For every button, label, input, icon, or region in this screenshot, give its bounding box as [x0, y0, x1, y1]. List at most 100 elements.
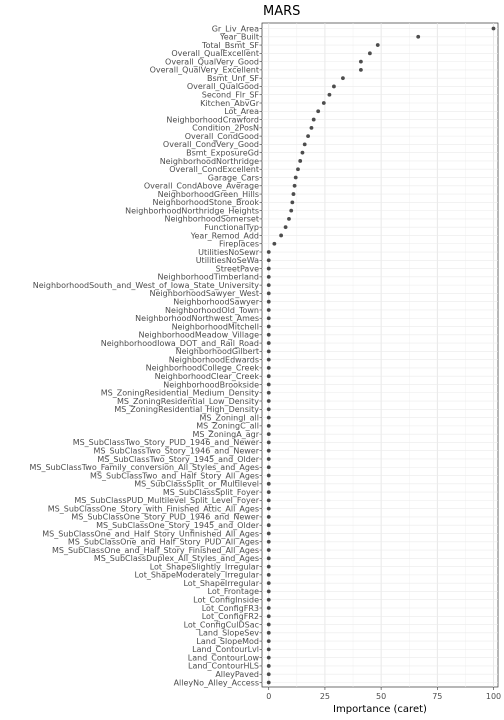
data-point [298, 159, 303, 163]
data-point [321, 101, 326, 105]
y-tick-label: Year_Remod_Add [190, 231, 259, 240]
data-point [491, 26, 496, 31]
data-point [266, 647, 271, 652]
y-tick-label: Land_ContourLow [188, 653, 260, 662]
x-axis-title: Importance (caret) [333, 704, 427, 715]
data-point [300, 150, 305, 155]
chart-title: MARS [263, 4, 300, 19]
y-tick-label: Overall_QualVery_Excellent [150, 66, 259, 75]
data-point [266, 523, 271, 528]
y-tick-label: NeighborhoodBrookside [163, 380, 259, 389]
data-point [266, 457, 271, 461]
y-tick-label: Land_ContourLvl [192, 645, 259, 654]
y-tick-label: NeighborhoodSawyer [173, 297, 260, 306]
y-tick-label: Bsmt_Unf_SF [207, 74, 259, 83]
y-tick-label: FunctionalTyp [204, 223, 259, 232]
y-tick-label: NeighborhoodIowa_DOT_and_Rail_Road [101, 339, 259, 348]
data-point [296, 167, 300, 172]
y-tick-label: UtilitiesNoSewr [198, 248, 260, 257]
y-tick-label: MS_ZoningI_all [199, 413, 259, 422]
data-point [266, 316, 271, 321]
data-point [266, 481, 271, 486]
y-tick-label: NeighborhoodStone_Brook [153, 198, 260, 207]
y-tick-label: MS_SubClassOne_Story_with_Finished_Attic… [48, 504, 259, 513]
data-point [266, 622, 271, 627]
y-tick-label: AlleyPaved [215, 670, 259, 679]
data-point [290, 200, 295, 205]
y-tick-label: NeighborhoodNorthridge_Heights [125, 206, 259, 215]
data-point [266, 581, 271, 586]
y-tick-label: NeighborhoodSomerset [164, 215, 259, 224]
y-tick-label: Land_SlopeSev [199, 629, 260, 638]
data-point [266, 266, 271, 271]
data-point [306, 134, 310, 139]
y-tick-label: NeighborhoodGreen_Hills [158, 190, 259, 199]
grid-lines [262, 23, 498, 687]
data-point [266, 299, 271, 304]
data-points [266, 26, 496, 685]
data-point [266, 407, 271, 412]
y-tick-label: MS_SubClassSplit_or_Multilevel [134, 480, 259, 489]
data-point [266, 374, 271, 379]
data-point [291, 192, 296, 196]
data-point [266, 332, 271, 337]
y-tick-label: NeighborhoodSouth_and_West_of_Iowa_State… [33, 281, 260, 290]
data-point [266, 291, 271, 296]
data-point [358, 67, 363, 72]
y-tick-label: MS_SubClassOne_Story_PUD_1946_and_Newer [71, 513, 259, 522]
y-tick-label: NeighborhoodCollege_Creek [146, 364, 260, 373]
data-point [266, 432, 271, 437]
y-tick-label: NeighborhoodOld_Town [165, 306, 259, 315]
data-point [341, 76, 345, 81]
y-tick-label: Overall_QualGood [187, 82, 259, 91]
data-point [266, 564, 271, 569]
y-tick-label: NeighborhoodGilbert [176, 347, 259, 356]
x-tick-label: 25 [320, 692, 330, 701]
y-tick-label: MS_ZoningResidential_Medium_Density [101, 389, 260, 398]
y-tick-label: Overall_CondExcellent [169, 165, 259, 174]
y-tick-label: MS_ZoningC_all [196, 422, 259, 431]
data-point [375, 43, 380, 47]
y-tick-label: MS_SubClassOne_Story_1945_and_Older [96, 521, 260, 530]
y-tick-label: MS_ZoningResidential_Low_Density [117, 397, 259, 406]
data-point [316, 109, 321, 114]
y-tick-label: MS_SubClassOne_and_Half_Story_Finished_A… [52, 546, 259, 555]
y-tick-label: Lot_ConfigInside [193, 596, 259, 605]
y-tick-label: Land_ContourHLS [188, 662, 259, 671]
y-tick-label: MS_SubClassTwo_and_Half_Story_All_Ages [90, 471, 259, 480]
y-tick-label: NeighborhoodNorthwest_Ames [135, 314, 259, 323]
data-point [266, 473, 271, 478]
y-tick-label: MS_SubClassTwo_Family_conversion_All_Sty… [29, 463, 259, 472]
data-point [266, 308, 271, 312]
x-axis-ticks: 0 25 50 75 100 [266, 687, 501, 701]
data-point [266, 250, 271, 254]
data-point [266, 258, 271, 263]
y-tick-label: Lot_ShapeSlightly_Irregular [150, 562, 260, 571]
data-point [266, 366, 271, 370]
y-tick-label: UtilitiesNoSeWa [196, 256, 259, 265]
y-tick-label: Lot_ConfigCulDSac [184, 620, 259, 629]
data-point [266, 465, 271, 470]
y-tick-label: Kitchen_AbvGr [200, 99, 260, 108]
y-tick-label: MS_ZoningA_agr [192, 430, 259, 439]
y-tick-label: NeighborhoodMeadow_Village [139, 331, 260, 340]
y-tick-label: NeighborhoodSawyer_West [150, 289, 259, 298]
data-point [416, 34, 421, 39]
data-point [358, 59, 363, 64]
data-point [266, 597, 271, 602]
data-point [266, 614, 271, 619]
y-axis-labels: Gr_Liv_AreaYear_BuiltTotal_Bsmt_SFOveral… [29, 24, 262, 687]
y-tick-label: Year_Built [219, 33, 259, 42]
data-point [283, 225, 288, 230]
y-tick-label: MS_SubClassTwo_Story_PUD_1946_and_Newer [73, 438, 260, 447]
y-tick-label: NeighborhoodMitchell [172, 322, 259, 331]
y-tick-label: Condition_2PosN [192, 124, 259, 133]
y-tick-label: Overall_CondGood [185, 132, 259, 141]
y-tick-label: MS_SubClassOne_and_Half_Story_PUD_All_Ag… [68, 538, 259, 547]
data-point [266, 498, 271, 503]
x-tick-label: 75 [432, 692, 442, 701]
data-point [266, 390, 271, 395]
y-tick-label: Lot_ShapeIrregular [183, 579, 259, 588]
data-point [266, 382, 271, 387]
data-point [266, 531, 271, 536]
